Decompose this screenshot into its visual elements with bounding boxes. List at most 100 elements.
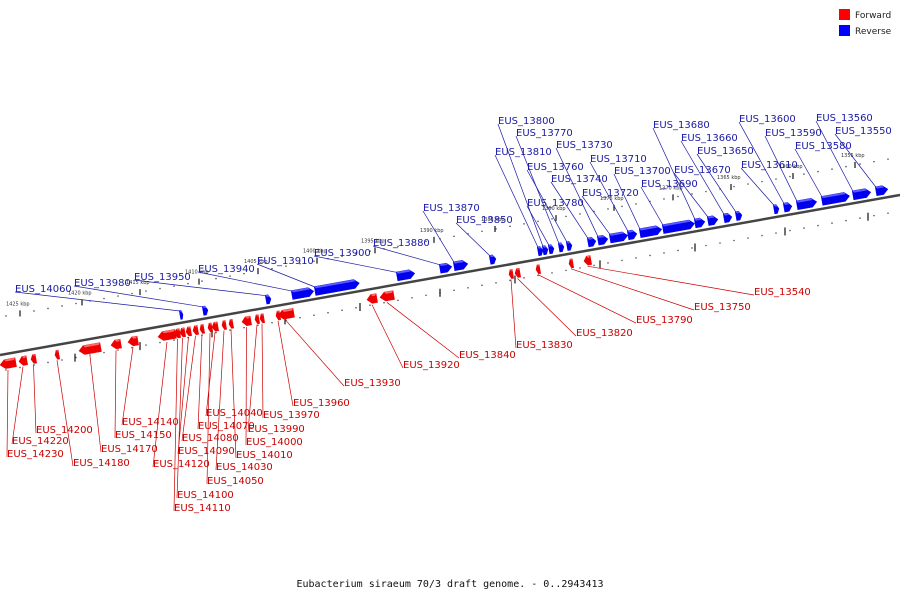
gene-arrow[interactable] (508, 269, 515, 279)
gene-label[interactable]: EUS_13840 (459, 350, 516, 361)
gene-arrow[interactable] (178, 310, 184, 320)
gene-label[interactable]: EUS_13730 (556, 140, 613, 151)
gene-arrow[interactable] (795, 197, 818, 211)
gene-label[interactable]: EUS_13580 (795, 141, 852, 152)
gene-arrow[interactable] (313, 279, 360, 296)
gene-arrow[interactable] (78, 342, 102, 356)
gene-arrow[interactable] (565, 241, 573, 251)
gene-arrow[interactable] (722, 212, 733, 224)
gene-arrow[interactable] (782, 202, 793, 213)
gene-label[interactable]: EUS_13780 (527, 198, 584, 209)
gene-arrow[interactable] (228, 318, 235, 329)
gene-label[interactable]: EUS_13960 (293, 398, 350, 409)
gene-arrow[interactable] (706, 215, 719, 226)
gene-label[interactable]: EUS_13900 (314, 248, 371, 259)
gene-arrow[interactable] (54, 349, 61, 360)
gene-arrow[interactable] (30, 353, 38, 364)
gene-label[interactable]: EUS_13790 (636, 315, 693, 326)
gene-label[interactable]: EUS_13850 (456, 215, 513, 226)
gene-arrow[interactable] (557, 242, 565, 253)
gene-arrow[interactable] (277, 308, 295, 320)
gene-arrow[interactable] (596, 235, 609, 246)
gene-arrow[interactable] (514, 267, 522, 278)
gene-label[interactable]: EUS_13990 (248, 424, 305, 435)
gene-label[interactable]: EUS_13740 (551, 174, 608, 185)
gene-arrow[interactable] (199, 324, 206, 334)
gene-label[interactable]: EUS_13810 (495, 147, 552, 158)
gene-label[interactable]: EUS_14050 (207, 476, 264, 487)
gene-arrow[interactable] (174, 328, 182, 339)
gene-arrow[interactable] (0, 357, 17, 370)
gene-arrow[interactable] (192, 325, 200, 335)
gene-arrow[interactable] (535, 264, 542, 275)
gene-label[interactable]: EUS_14000 (246, 437, 303, 448)
gene-arrow[interactable] (221, 320, 228, 330)
gene-arrow[interactable] (275, 310, 282, 321)
gene-label[interactable]: EUS_13690 (641, 179, 698, 190)
gene-label[interactable]: EUS_14230 (7, 449, 64, 460)
gene-arrow[interactable] (438, 262, 453, 274)
gene-label[interactable]: EUS_13660 (681, 133, 738, 144)
gene-arrow[interactable] (820, 192, 850, 206)
gene-label[interactable]: EUS_13760 (527, 162, 584, 173)
gene-label[interactable]: EUS_14200 (36, 425, 93, 436)
gene-label[interactable]: EUS_14070 (198, 421, 255, 432)
gene-label[interactable]: EUS_13720 (582, 188, 639, 199)
gene-label[interactable]: EUS_13650 (697, 146, 754, 157)
gene-arrow[interactable] (211, 321, 219, 332)
gene-label[interactable]: EUS_13920 (403, 360, 460, 371)
gene-label[interactable]: EUS_13750 (694, 302, 751, 313)
gene-arrow[interactable] (366, 293, 378, 305)
gene-arrow[interactable] (608, 231, 629, 244)
gene-label[interactable]: EUS_13820 (576, 328, 633, 339)
gene-label[interactable]: EUS_13770 (516, 128, 573, 139)
gene-label[interactable]: EUS_13950 (134, 272, 191, 283)
gene-arrow[interactable] (18, 355, 28, 366)
gene-arrow[interactable] (488, 254, 497, 265)
gene-label[interactable]: EUS_14150 (115, 430, 172, 441)
gene-arrow[interactable] (874, 185, 889, 196)
gene-label[interactable]: EUS_13610 (741, 160, 798, 171)
gene-label[interactable]: EUS_13560 (816, 113, 873, 124)
gene-label[interactable]: EUS_14080 (182, 433, 239, 444)
gene-arrow[interactable] (583, 255, 592, 266)
gene-arrow[interactable] (541, 245, 549, 256)
gene-label[interactable]: EUS_13680 (653, 120, 710, 131)
gene-label[interactable]: EUS_14060 (15, 284, 72, 295)
gene-arrow[interactable] (185, 326, 193, 337)
gene-arrow[interactable] (395, 269, 416, 282)
gene-label[interactable]: EUS_14170 (101, 444, 158, 455)
gene-label[interactable]: EUS_13880 (373, 238, 430, 249)
gene-label[interactable]: EUS_14030 (216, 462, 273, 473)
gene-label[interactable]: EUS_13830 (516, 340, 573, 351)
gene-label[interactable]: EUS_14120 (153, 459, 210, 470)
gene-arrow[interactable] (379, 290, 395, 302)
gene-arrow[interactable] (179, 327, 187, 338)
gene-arrow[interactable] (452, 259, 469, 272)
gene-label[interactable]: EUS_13700 (614, 166, 671, 177)
gene-arrow[interactable] (110, 338, 122, 350)
gene-label[interactable]: EUS_13870 (423, 203, 480, 214)
gene-label[interactable]: EUS_13600 (739, 114, 796, 125)
gene-arrow[interactable] (264, 294, 272, 305)
gene-arrow[interactable] (207, 322, 214, 333)
gene-label[interactable]: EUS_14180 (73, 458, 130, 469)
gene-label[interactable]: EUS_13940 (198, 264, 255, 275)
gene-label[interactable]: EUS_14220 (12, 436, 69, 447)
gene-arrow[interactable] (772, 204, 780, 215)
gene-arrow[interactable] (536, 246, 544, 257)
gene-label[interactable]: EUS_14010 (236, 450, 293, 461)
gene-arrow[interactable] (201, 305, 209, 316)
gene-label[interactable]: EUS_13970 (263, 410, 320, 421)
gene-label[interactable]: EUS_14140 (122, 417, 179, 428)
gene-label[interactable]: EUS_13540 (754, 287, 811, 298)
gene-arrow[interactable] (241, 315, 252, 326)
gene-arrow[interactable] (734, 210, 743, 221)
gene-arrow[interactable] (254, 314, 261, 325)
gene-label[interactable]: EUS_14100 (177, 490, 234, 501)
gene-arrow[interactable] (626, 229, 638, 241)
gene-label[interactable]: EUS_13980 (74, 278, 131, 289)
gene-label[interactable]: EUS_13550 (835, 126, 892, 137)
gene-arrow[interactable] (693, 217, 706, 229)
gene-label[interactable]: EUS_13930 (344, 378, 401, 389)
